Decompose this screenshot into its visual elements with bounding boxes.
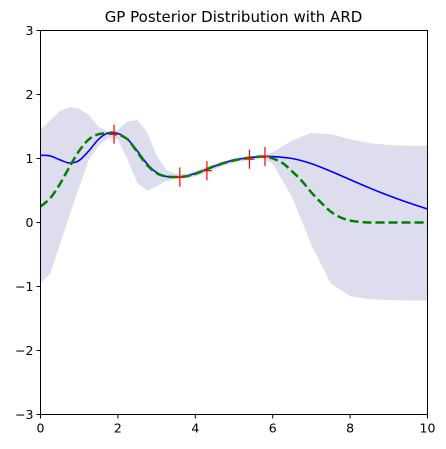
observation-point	[174, 167, 185, 187]
y-tick-label: 0	[26, 215, 34, 230]
observation-point	[259, 146, 270, 167]
x-tick-label: 8	[346, 421, 354, 436]
chart-title: GP Posterior Distribution with ARD	[105, 8, 363, 26]
y-tick-label: 2	[26, 87, 34, 102]
observation-point	[244, 149, 255, 169]
true-function-line	[39, 132, 428, 224]
plot-area	[39, 107, 428, 301]
y-tick-label: −1	[15, 279, 33, 294]
confidence-band	[40, 107, 428, 301]
y-tick-label: 3	[26, 23, 34, 38]
x-tick-label: 4	[191, 421, 199, 436]
axes: 0 2 4 6 8 10 −3 −2 −1 0 1 2 3	[15, 23, 435, 436]
y-tick-label: 1	[26, 151, 34, 166]
x-tick-label: 2	[114, 421, 122, 436]
y-tick-label: −3	[15, 407, 33, 422]
x-tick-label: 10	[420, 421, 436, 436]
observation-point	[201, 161, 212, 181]
x-tick-label: 6	[269, 421, 277, 436]
observation-point	[109, 124, 120, 144]
x-tick-label: 0	[37, 421, 45, 436]
y-tick-label: −2	[15, 343, 33, 358]
